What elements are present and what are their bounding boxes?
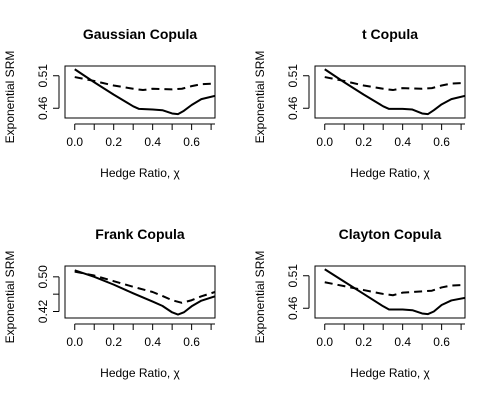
panel-title: Frank Copula [95, 226, 185, 242]
panel-frank-copula: Frank Copula 0.0 0.2 0.4 0.6 0.42 0.50 Hedge Ra… [3, 226, 216, 380]
x-tick-label: 0.2 [355, 135, 372, 149]
x-tick-label: 0.4 [144, 335, 161, 349]
x-tick-label: 0.0 [316, 135, 333, 149]
y-tick-label: 0.46 [286, 296, 300, 320]
y-tick-label: 0.51 [286, 64, 300, 88]
x-tick-label: 0.4 [144, 135, 161, 149]
panel-gaussian-copula: Gaussian Copula 0.0 0.2 0.4 0.6 0.46 0.51 Hedge… [3, 26, 216, 180]
plot-frame [314, 65, 466, 119]
x-axis-label: Hedge Ratio, χ [100, 166, 180, 180]
series-line-dashed [74, 76, 215, 92]
x-axis-label: Hedge Ratio, χ [350, 166, 430, 180]
x-axis-label: Hedge Ratio, χ [350, 366, 430, 380]
x-tick-label: 0.0 [316, 335, 333, 349]
x-tick-label: 0.2 [355, 335, 372, 349]
plot-frame [64, 65, 216, 119]
plot-frame [314, 265, 466, 319]
y-axis-label: Exponential SRM [3, 251, 17, 344]
x-tick-label: 0.2 [105, 335, 122, 349]
x-tick-label: 0.0 [66, 335, 83, 349]
y-axis-label: Exponential SRM [253, 51, 267, 144]
panel-title: t Copula [362, 26, 418, 42]
y-tick-label: 0.51 [286, 264, 300, 288]
panel-title: Gaussian Copula [83, 26, 198, 42]
panel-clayton-copula: Clayton Copula 0.0 0.2 0.4 0.6 0.46 0.51 Hedge … [253, 226, 466, 380]
series-line-dashed [324, 281, 465, 297]
series-line-dashed [74, 270, 215, 304]
y-axis-label: Exponential SRM [3, 51, 17, 144]
series-line-dashed [324, 76, 465, 92]
x-tick-label: 0.6 [183, 335, 200, 349]
panel-title: Clayton Copula [339, 226, 442, 242]
series-line-solid [324, 268, 465, 316]
x-tick-label: 0.4 [394, 135, 411, 149]
series-line-solid [74, 269, 215, 316]
series-line-solid [324, 68, 465, 116]
x-tick-label: 0.6 [433, 335, 450, 349]
panel-t-copula: t Copula 0.0 0.2 0.4 0.6 0.46 0.51 Hedge Ratio,… [253, 26, 466, 180]
x-tick-label: 0.2 [105, 135, 122, 149]
x-tick-label: 0.6 [433, 135, 450, 149]
y-tick-label: 0.50 [36, 265, 50, 289]
x-tick-label: 0.6 [183, 135, 200, 149]
y-tick-label: 0.46 [286, 96, 300, 120]
series-line-solid [74, 68, 215, 116]
x-tick-label: 0.4 [394, 335, 411, 349]
y-tick-label: 0.51 [36, 64, 50, 88]
y-tick-label: 0.46 [36, 96, 50, 120]
x-tick-label: 0.0 [66, 135, 83, 149]
y-tick-label: 0.42 [36, 299, 50, 323]
x-axis-label: Hedge Ratio, χ [100, 366, 180, 380]
y-axis-label: Exponential SRM [253, 251, 267, 344]
